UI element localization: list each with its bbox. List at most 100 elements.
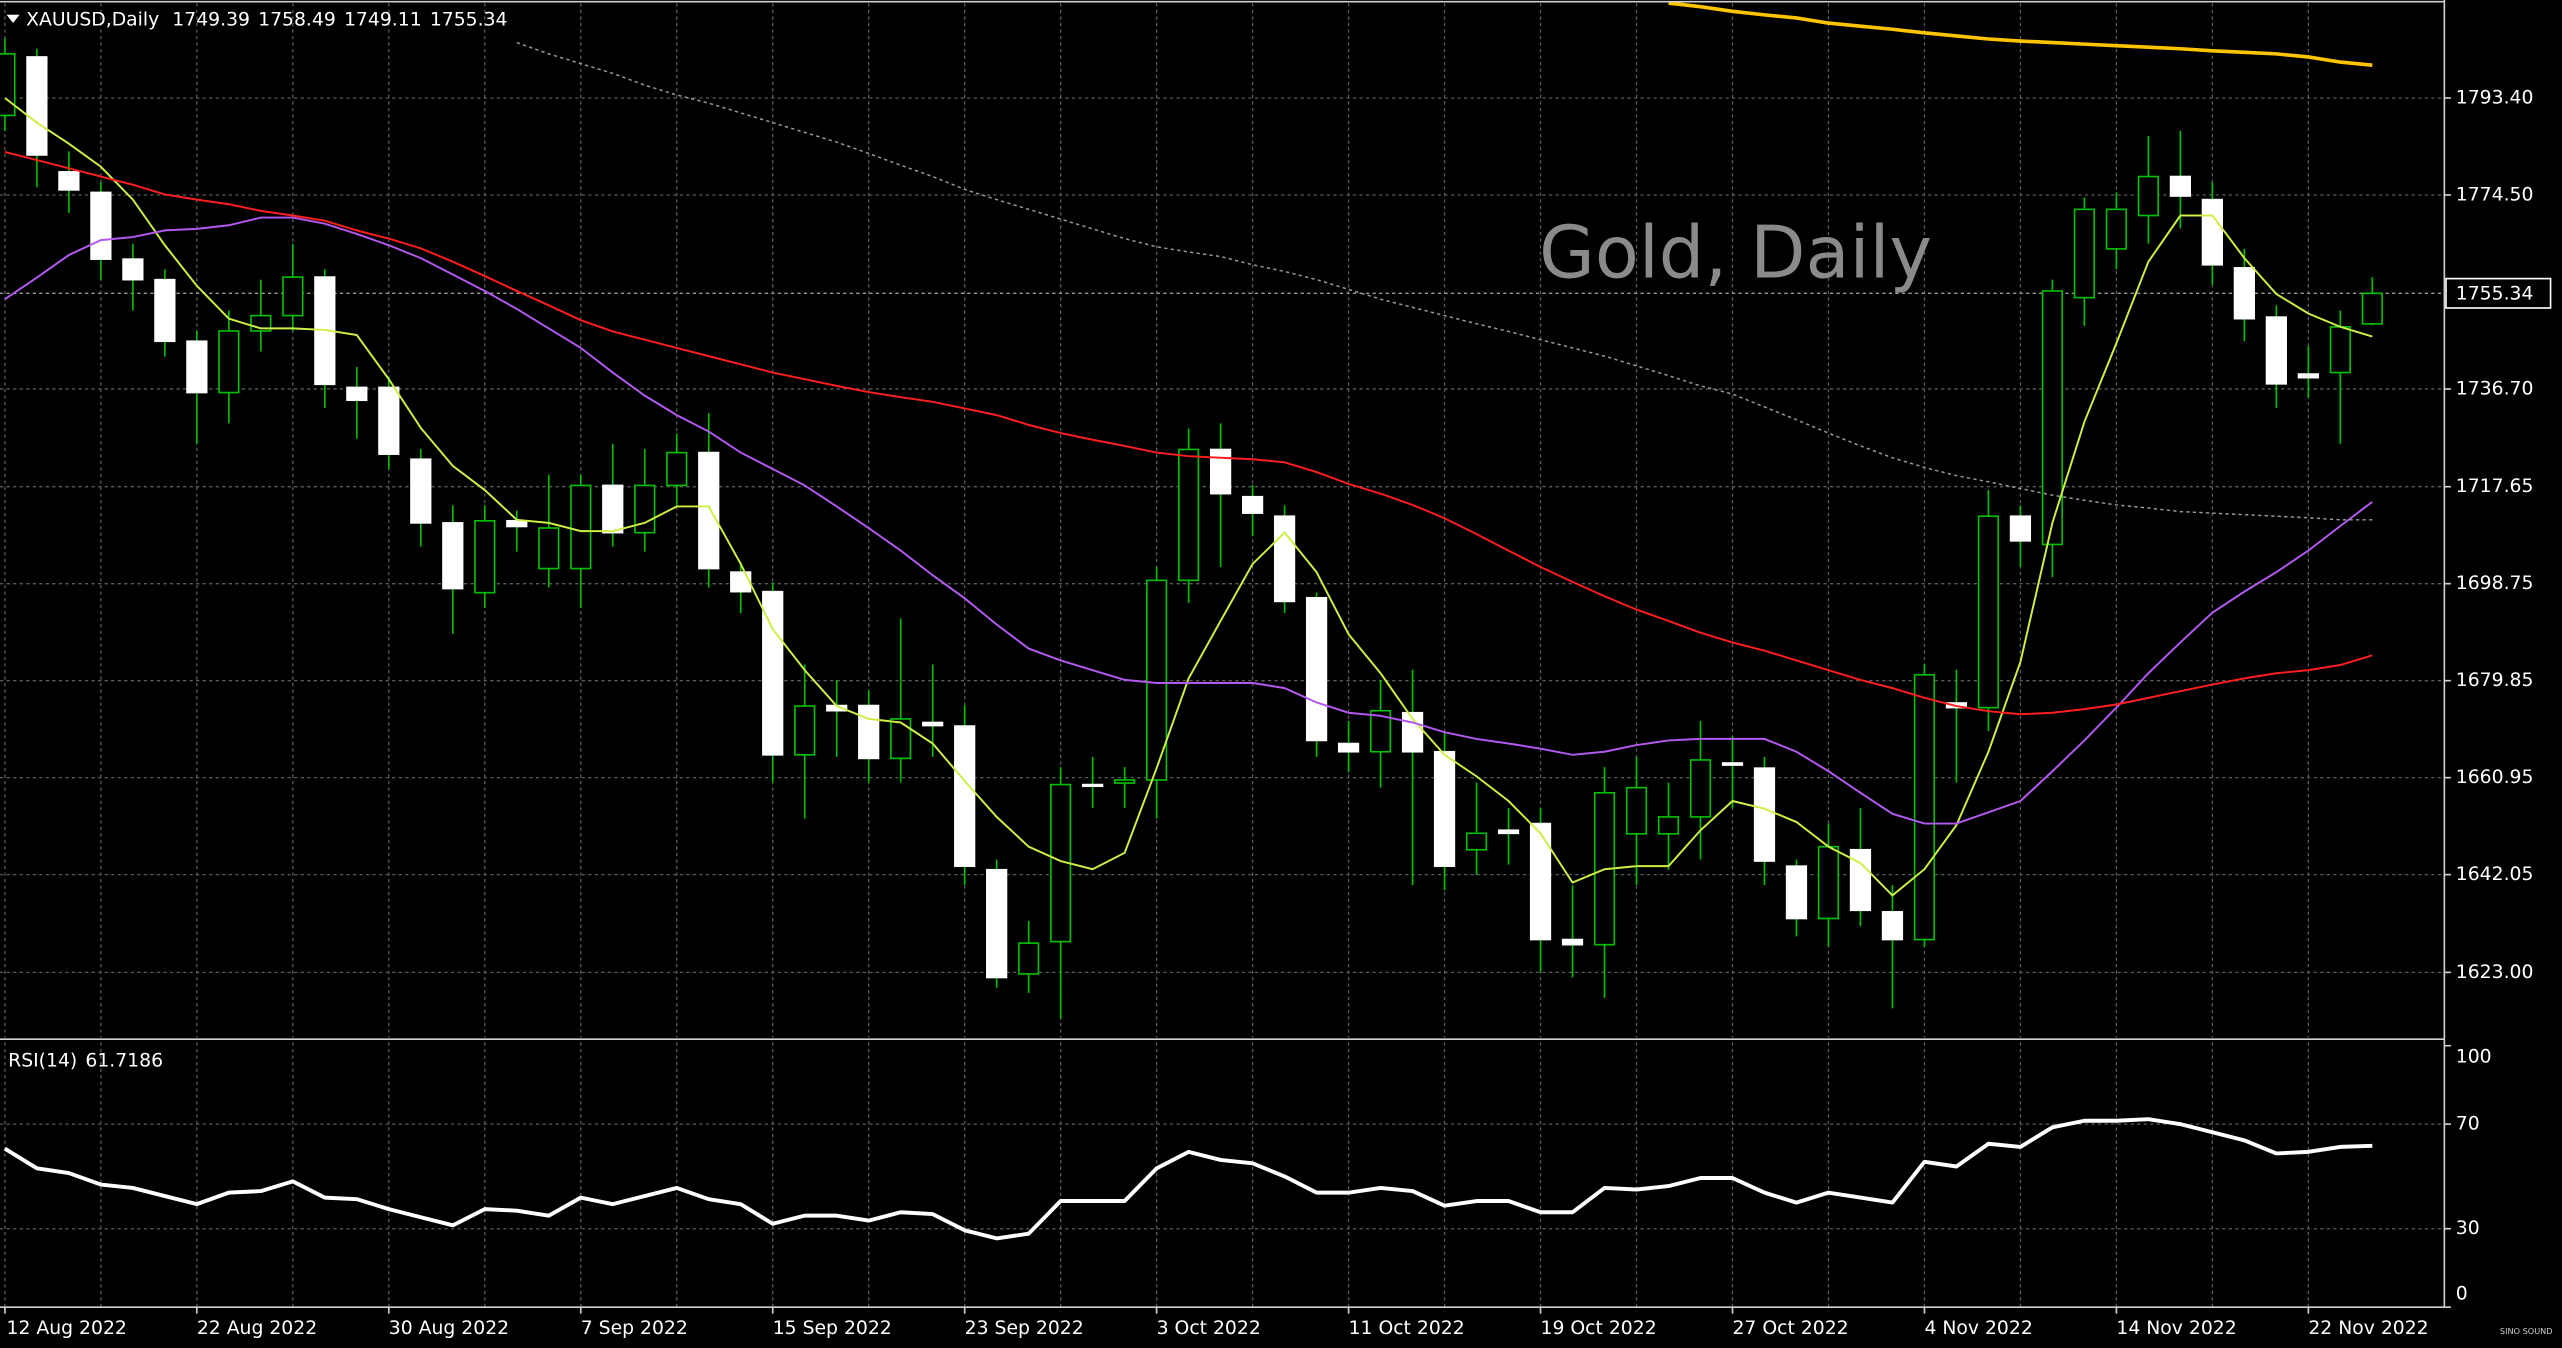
x-tick-label: 22 Nov 2022 <box>2308 1318 2428 1339</box>
high-value: 1758.49 <box>258 9 336 30</box>
candle-body <box>570 484 592 570</box>
candle-body <box>442 522 464 590</box>
candle-body <box>154 278 176 343</box>
y-tick-label: 1623.00 <box>2456 962 2534 983</box>
header-arrow <box>6 14 20 23</box>
candle-body <box>954 725 976 867</box>
candle-body <box>794 705 816 756</box>
candle-body <box>1465 832 1488 851</box>
y-tick-label: 1717.65 <box>2456 476 2534 497</box>
candle-body <box>2009 515 2032 542</box>
candle-body <box>1529 822 1552 941</box>
candle-body <box>2041 290 2064 546</box>
candle-body <box>1689 759 1712 818</box>
candle-body <box>1241 495 1264 514</box>
candle-body <box>26 56 48 156</box>
candle-body <box>122 258 144 281</box>
y-tick-label: 30 <box>2456 1218 2480 1239</box>
rsi-line <box>3 1117 2373 1241</box>
candle-body <box>1561 938 1584 946</box>
header: XAUUSD,Daily 1749.39 1758.49 1749.11 1755.34 <box>26 9 507 30</box>
x-tick-label: 15 Sep 2022 <box>773 1318 892 1339</box>
candle-body <box>1785 865 1808 920</box>
candle-body <box>1753 767 1776 862</box>
candle-body <box>1337 742 1360 753</box>
low-value: 1749.11 <box>344 9 422 30</box>
candle-body <box>2297 373 2319 379</box>
candle-body <box>2137 175 2160 217</box>
x-tick-label: 30 Aug 2022 <box>389 1318 509 1339</box>
candle-body <box>1146 579 1168 781</box>
x-tick-label: 11 Oct 2022 <box>1349 1318 1465 1339</box>
indicator-line <box>1668 1 2373 67</box>
rsi-header: RSI(14) 61.7186 <box>8 1050 163 1071</box>
x-tick-label: 14 Nov 2022 <box>2116 1318 2236 1339</box>
x-tick-label: 3 Oct 2022 <box>1157 1318 1261 1339</box>
candle-body <box>186 340 208 394</box>
x-tick-label: 12 Aug 2022 <box>7 1318 127 1339</box>
candle-body <box>282 276 304 317</box>
candle-body <box>1497 829 1520 835</box>
candle-body <box>1305 596 1328 742</box>
x-tick-label: 7 Sep 2022 <box>581 1318 688 1339</box>
candle-body <box>1401 711 1424 753</box>
candle-body <box>90 191 112 260</box>
indicator-line <box>4 150 2373 716</box>
candle-body <box>986 868 1008 979</box>
x-tick-label: 23 Sep 2022 <box>965 1318 1084 1339</box>
x-tick-label: 27 Oct 2022 <box>1732 1318 1848 1339</box>
y-tick-label: 100 <box>2456 1047 2492 1068</box>
x-tick-label: 4 Nov 2022 <box>1924 1318 2032 1339</box>
candle-body <box>1273 515 1296 603</box>
candle-body <box>2201 198 2223 266</box>
price-box <box>2445 277 2552 309</box>
y-tick-label: 1660.95 <box>2456 767 2534 788</box>
candle-body <box>602 484 624 534</box>
chart-title: Gold, Daily <box>1539 211 1932 295</box>
candle-body <box>538 527 560 570</box>
candle-body <box>2329 326 2351 374</box>
y-tick-label: 0 <box>2456 1284 2468 1305</box>
candle-body <box>2105 208 2128 250</box>
candle-body <box>1369 709 1392 753</box>
candle-body <box>1817 845 1840 920</box>
candle-body <box>218 330 240 394</box>
logo: SINO SOUND <box>2500 1326 2553 1336</box>
candle-body <box>410 458 432 524</box>
x-tick-label: 19 Oct 2022 <box>1541 1318 1657 1339</box>
candle-body <box>1433 750 1456 867</box>
candle-body <box>2265 316 2287 385</box>
symbol: XAUUSD,Daily <box>26 9 159 30</box>
candle-body <box>730 571 752 593</box>
candle-body <box>1657 816 1680 835</box>
candle-body <box>858 704 880 760</box>
y-tick-label: 70 <box>2456 1114 2480 1135</box>
candle-body <box>346 386 368 402</box>
y-tick-label: 1698.75 <box>2456 573 2534 594</box>
candle-body <box>1114 779 1136 784</box>
close-value: 1755.34 <box>430 9 508 30</box>
candle-body <box>1721 762 1744 766</box>
candle-body <box>506 520 528 528</box>
candle-body <box>58 171 80 191</box>
candle-body <box>474 520 496 594</box>
candle-body <box>1849 848 1872 912</box>
candle-body <box>2169 175 2192 197</box>
indicator-line <box>4 216 2373 825</box>
candle-body <box>2073 208 2096 299</box>
candle-body <box>2361 292 2383 325</box>
indicator-line <box>4 97 2373 897</box>
price-box-label: 1755.34 <box>2456 284 2534 305</box>
candle-body <box>1625 786 1648 835</box>
candle-body <box>666 451 688 487</box>
candle-body <box>1177 448 1200 582</box>
y-tick-label: 1642.05 <box>2456 864 2534 885</box>
candle-body <box>0 53 16 117</box>
candle-body <box>698 451 720 570</box>
y-tick-label: 1774.50 <box>2456 184 2534 205</box>
rsi-title: RSI(14) <box>8 1050 77 1071</box>
